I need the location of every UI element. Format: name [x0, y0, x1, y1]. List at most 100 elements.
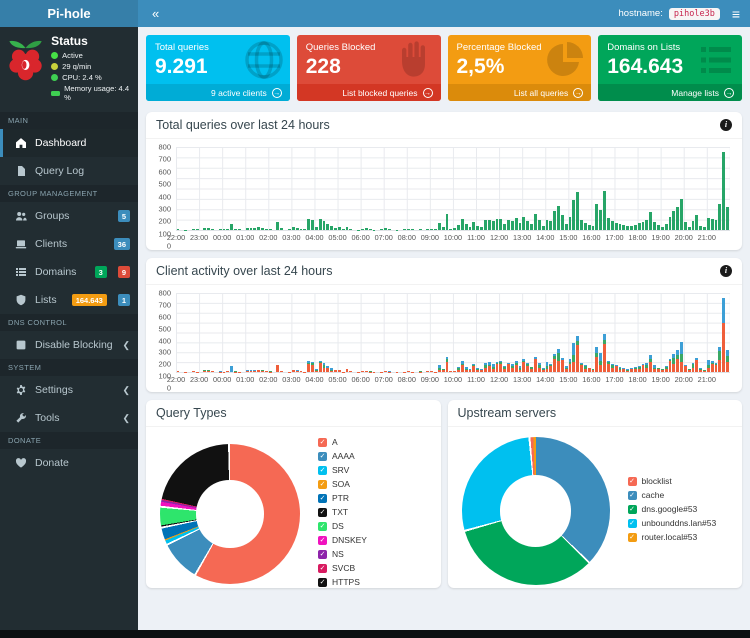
bar — [384, 147, 387, 230]
info-icon[interactable]: i — [720, 265, 732, 277]
sidebar-toggle-icon[interactable]: « — [152, 6, 160, 21]
client-activity-chart — [176, 293, 730, 373]
bar — [672, 147, 676, 230]
bar — [314, 147, 318, 230]
legend-item[interactable]: ✓ A — [318, 437, 367, 447]
bar — [368, 293, 372, 372]
bar — [484, 293, 487, 372]
legend-item[interactable]: ✓ unbounddns.lan#53 — [627, 518, 716, 528]
legend-label: HTTPS — [332, 577, 360, 587]
list-icon — [16, 268, 26, 276]
bar — [268, 293, 272, 372]
legend-item[interactable]: ✓ HTTPS — [318, 577, 367, 587]
bar — [595, 147, 599, 230]
bar — [387, 293, 391, 372]
legend-item[interactable]: ✓ blocklist — [627, 476, 717, 486]
card-title: Percentage Blocked — [456, 42, 542, 53]
bar — [276, 147, 280, 230]
card-footer-link[interactable]: 9 active clients → — [146, 84, 290, 101]
legend-item[interactable]: ✓ SVCB — [318, 563, 367, 573]
sidebar-item-lists[interactable]: Lists 164.643 1 — [0, 286, 138, 314]
bar — [564, 147, 568, 230]
legend-item[interactable]: ✓ AAAA — [318, 451, 367, 461]
legend-item[interactable]: ✓ DNSKEY — [318, 535, 367, 545]
bar — [480, 147, 483, 230]
count-badge: 5 — [117, 210, 130, 222]
bar — [518, 147, 522, 230]
sidebar-item-query-log[interactable]: Query Log — [0, 157, 138, 185]
sidebar-item-disable-blocking[interactable]: Disable Blocking ❮ — [0, 331, 138, 359]
bar — [583, 293, 587, 372]
legend-item[interactable]: ✓ TXT — [318, 507, 367, 517]
bar — [203, 293, 207, 372]
bar — [403, 147, 407, 230]
menu-icon[interactable]: ≡ — [731, 5, 740, 22]
bar — [218, 147, 222, 230]
bar — [200, 293, 203, 372]
x-tick-label: 00:00 — [213, 375, 232, 384]
bar — [699, 147, 703, 230]
bar — [322, 147, 326, 230]
x-tick-label: 07:00 — [374, 375, 393, 384]
bar — [222, 147, 226, 230]
bar — [273, 147, 276, 230]
bar — [710, 147, 714, 230]
bar — [180, 293, 183, 372]
legend-item[interactable]: ✓ DS — [318, 521, 367, 531]
legend-item[interactable]: ✓ SOA — [318, 479, 367, 489]
bar — [664, 147, 668, 230]
bar — [184, 147, 188, 230]
bar — [726, 293, 729, 372]
bar — [415, 147, 418, 230]
legend-item[interactable]: ✓ dns.google#53 — [627, 504, 717, 514]
legend-item[interactable]: ✓ router.local#53 — [627, 532, 717, 542]
bar — [387, 147, 391, 230]
sidebar-item-label: Tools — [35, 412, 60, 424]
memory-icon — [51, 90, 61, 96]
bar — [656, 147, 660, 230]
bar — [722, 293, 726, 372]
bar — [418, 147, 422, 230]
bar — [622, 147, 626, 230]
bar — [330, 147, 334, 230]
card-footer-link[interactable]: List all queries → — [447, 84, 592, 101]
x-tick-label: 19:00 — [651, 233, 670, 242]
bar — [249, 293, 253, 372]
bar — [207, 147, 211, 230]
count-badge: 9 — [117, 266, 130, 278]
bar — [184, 293, 188, 372]
legend-label: cache — [641, 490, 665, 500]
sidebar-item-tools[interactable]: Tools ❮ — [0, 404, 138, 432]
bar — [376, 293, 379, 372]
bar — [703, 147, 706, 230]
sidebar-item-domains[interactable]: Domains 3 9 — [0, 258, 138, 286]
bar — [557, 147, 560, 230]
bar — [545, 293, 549, 372]
bar — [580, 293, 583, 372]
legend-item[interactable]: ✓ PTR — [318, 493, 367, 503]
bar — [691, 147, 695, 230]
sidebar-item-settings[interactable]: Settings ❮ — [0, 376, 138, 404]
panel-query-types: Query Types ✓ A ✓ AAAA ✓ SRV ✓ SOA ✓ PTR ✓ TXT ✓ DS ✓ D… — [146, 400, 441, 588]
card-footer-link[interactable]: List blocked queries → — [296, 84, 441, 101]
brand-logo[interactable]: Pi-hole — [0, 0, 138, 27]
bar — [530, 147, 533, 230]
sidebar-item-dashboard[interactable]: Dashboard — [0, 129, 138, 157]
sidebar-item-donate[interactable]: Donate — [0, 449, 138, 477]
bar — [345, 293, 349, 372]
bar — [287, 147, 291, 230]
legend-item[interactable]: ✓ SRV — [318, 465, 367, 475]
card-footer-link[interactable]: Manage lists → — [598, 84, 742, 101]
bar — [392, 293, 395, 372]
sidebar-item-groups[interactable]: Groups 5 — [0, 202, 138, 230]
bar — [211, 147, 214, 230]
info-icon[interactable]: i — [720, 119, 732, 131]
navbar: « hostname: pihole3b ≡ — [138, 0, 750, 27]
bar — [691, 293, 695, 372]
legend-checkbox-icon: ✓ — [318, 535, 327, 545]
sidebar-item-clients[interactable]: Clients 36 — [0, 230, 138, 258]
bar — [718, 147, 722, 230]
legend-item[interactable]: ✓ cache — [627, 490, 717, 500]
legend-item[interactable]: ✓ NS — [318, 549, 367, 559]
status-item: 29 q/min — [51, 62, 132, 71]
